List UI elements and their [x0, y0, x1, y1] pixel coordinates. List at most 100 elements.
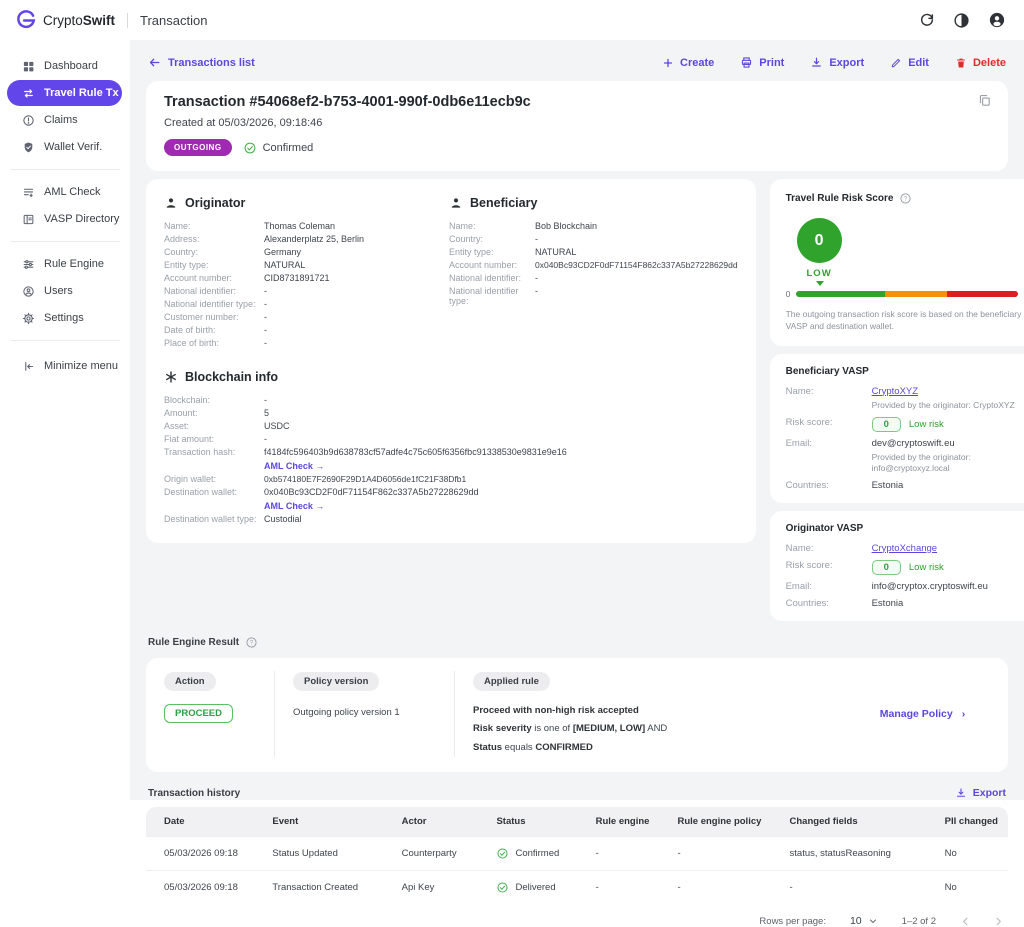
- page-title: Transaction: [140, 12, 208, 28]
- field-label: Blockchain:: [164, 395, 211, 405]
- create-button[interactable]: Create: [662, 56, 714, 69]
- field-label: Entity type:: [164, 260, 209, 270]
- field-label: Entity type:: [449, 247, 494, 257]
- transaction-status: Confirmed: [243, 141, 313, 155]
- risk-score-help-button[interactable]: ?: [899, 192, 912, 205]
- beneficiary-vasp-name-link[interactable]: CryptoXYZ: [871, 385, 919, 397]
- person-icon: [164, 196, 178, 210]
- users-icon: [22, 285, 35, 298]
- field-row: Date of birth: -: [164, 325, 449, 335]
- vasp-label: Name:: [785, 542, 814, 554]
- previous-page-button[interactable]: [960, 916, 971, 927]
- sidebar-item-claims[interactable]: Claims: [7, 107, 122, 133]
- theme-toggle-button[interactable]: [953, 12, 970, 29]
- sidebar-item-label: Settings: [44, 312, 84, 324]
- field-label: National identifier:: [164, 286, 237, 296]
- field-label: Name:: [164, 221, 191, 231]
- risk-scale-bar: [796, 291, 1019, 297]
- edit-button[interactable]: Edit: [890, 56, 929, 69]
- field-row: Destination wallet type: Custodial: [164, 514, 738, 524]
- field-label: Transaction hash:: [164, 447, 236, 457]
- refresh-button[interactable]: [919, 12, 935, 28]
- copy-icon: [977, 93, 992, 108]
- svg-text:?: ?: [250, 640, 254, 646]
- minimize-menu-icon: [22, 360, 35, 373]
- vasp-row: Risk score: 0 Low risk: [785, 416, 1024, 432]
- risk-marker-icon: [815, 281, 824, 286]
- gear-icon: [22, 312, 35, 325]
- cell-date: 05/03/2026 09:18: [146, 836, 263, 871]
- sidebar-item-vasp-directory[interactable]: VASP Directory: [7, 206, 122, 232]
- transaction-title: Transaction #54068ef2-b753-4001-990f-0db…: [164, 94, 531, 110]
- table-pagination: Rows per page: 10 1–2 of 2: [146, 915, 1008, 927]
- aml-check-link[interactable]: AML Check →: [264, 501, 325, 511]
- back-to-transactions-link[interactable]: Transactions list: [148, 56, 255, 69]
- delete-button[interactable]: Delete: [955, 56, 1006, 69]
- cell-actor: Api Key: [391, 870, 487, 905]
- field-value-group: f4184fc596403b9d638783cf57adfe4c75c605f6…: [264, 447, 567, 471]
- field-label: Country:: [164, 247, 199, 257]
- field-label: Date of birth:: [164, 325, 216, 335]
- blockchain-info-section: Blockchain info Blockchain: - Amount: 5 As…: [164, 370, 738, 524]
- rule-engine-manage-column: Manage Policy ›: [855, 671, 990, 758]
- field-row: Place of birth: -: [164, 338, 449, 348]
- manage-policy-link[interactable]: Manage Policy ›: [880, 708, 965, 720]
- rule-engine-help-button[interactable]: ?: [245, 636, 258, 649]
- sidebar-divider: [10, 340, 120, 341]
- risk-scale-segment: [796, 291, 886, 297]
- aml-check-icon: [22, 186, 35, 199]
- vasp-email: info@cryptox.cryptoswift.eu: [871, 580, 988, 592]
- user-menu-button[interactable]: [988, 11, 1006, 29]
- field-value: -: [264, 286, 267, 296]
- risk-scale-segment: [885, 291, 948, 297]
- sidebar-item-dashboard[interactable]: Dashboard: [7, 53, 122, 79]
- print-button[interactable]: Print: [740, 56, 784, 69]
- main-content: Transactions list Create Print: [130, 40, 1024, 927]
- check-circle-icon: [496, 881, 509, 894]
- transaction-history-table: Date Event Actor Status Rule engine Rule…: [146, 807, 1008, 905]
- action-value-badge: PROCEED: [164, 703, 233, 723]
- vasp-value-group: dev@cryptoswift.eu Provided by the origi…: [872, 438, 1024, 474]
- vasp-name-note: Provided by the originator: CryptoXYZ: [871, 399, 1015, 410]
- sidebar-item-rule-engine[interactable]: Rule Engine: [7, 251, 122, 277]
- field-value: Thomas Coleman: [264, 221, 336, 231]
- sidebar-item-settings[interactable]: Settings: [7, 305, 122, 331]
- vasp-countries: Estonia: [871, 479, 904, 491]
- vasp-label: Risk score:: [785, 559, 833, 571]
- copy-transaction-id-button[interactable]: [977, 93, 992, 111]
- transaction-hash-value: f4184fc596403b9d638783cf57adfe4c75c605f6…: [264, 447, 567, 457]
- history-export-label: Export: [972, 787, 1006, 800]
- sidebar-item-travel-rule-tx[interactable]: Travel Rule Tx: [7, 80, 122, 106]
- sidebar-item-wallet-verification[interactable]: Wallet Verif.: [7, 134, 122, 160]
- table-row[interactable]: 05/03/2026 09:18 Transaction Created Api…: [146, 870, 1008, 905]
- shield-check-icon: [22, 141, 35, 154]
- chevron-down-icon: [868, 916, 878, 926]
- destination-wallet-value: 0x040Bc93CD2F0dF71154F862c337A5b27228629…: [264, 487, 479, 497]
- field-value: -: [535, 286, 538, 296]
- sidebar-item-users[interactable]: Users: [7, 278, 122, 304]
- pagination-range: 1–2 of 2: [901, 915, 936, 927]
- table-row[interactable]: 05/03/2026 09:18 Status Updated Counterp…: [146, 836, 1008, 871]
- dark-mode-icon: [953, 12, 970, 29]
- rows-per-page-value: 10: [849, 915, 862, 927]
- cryptoswift-logo-icon: [16, 10, 36, 30]
- sidebar-item-label: VASP Directory: [44, 213, 120, 225]
- rows-per-page-select[interactable]: 10: [850, 915, 878, 927]
- originator-vasp-name-link[interactable]: CryptoXchange: [871, 542, 938, 554]
- field-value: Bob Blockchain: [535, 221, 598, 231]
- field-value: -: [264, 434, 267, 444]
- check-circle-icon: [243, 141, 257, 155]
- sidebar-item-label: Travel Rule Tx: [44, 87, 119, 99]
- next-page-button[interactable]: [993, 916, 1004, 927]
- right-column: Travel Rule Risk Score ? 0 LOW 0: [769, 179, 1024, 621]
- sidebar-item-minimize-menu[interactable]: Minimize menu: [7, 353, 122, 379]
- vasp-label: Risk score:: [785, 416, 833, 428]
- svg-text:?: ?: [904, 197, 908, 203]
- field-value: NATURAL: [264, 260, 306, 270]
- export-button[interactable]: Export: [810, 56, 864, 69]
- sidebar-item-aml-check[interactable]: AML Check: [7, 179, 122, 205]
- cell-status: Confirmed: [486, 836, 586, 871]
- history-export-link[interactable]: Export: [955, 787, 1006, 799]
- originator-heading: Originator: [164, 196, 449, 210]
- aml-check-link[interactable]: AML Check →: [264, 461, 325, 471]
